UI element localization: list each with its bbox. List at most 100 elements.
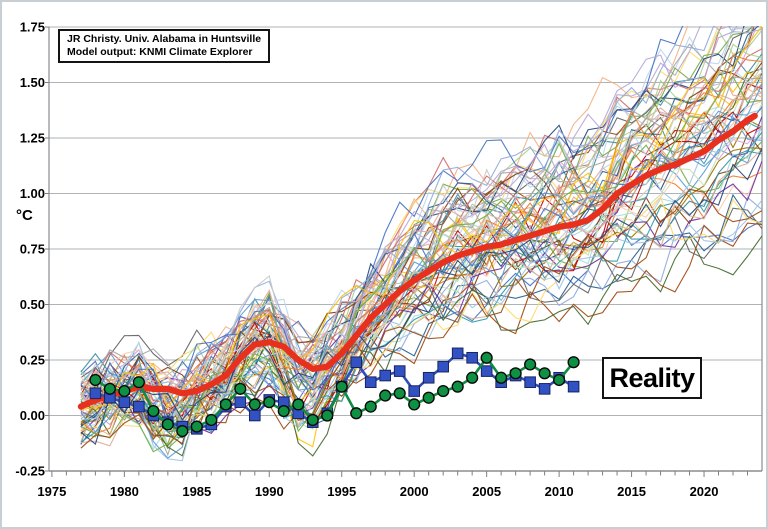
balloon-data-point [103, 382, 116, 395]
balloon-data-point [219, 398, 232, 411]
balloon-data-point [466, 371, 479, 384]
model-run-line [80, 54, 762, 435]
balloon-data-point [335, 380, 348, 393]
svg-text:1.75: 1.75 [20, 20, 45, 35]
balloon-data-point [524, 358, 537, 371]
balloon-data-point [437, 384, 450, 398]
balloon-data-point [350, 407, 363, 420]
x-axis-labels: 1975 1980 1985 1990 1995 2000 2005 2010 2015 2020 [37, 484, 718, 499]
balloon-data-point [321, 409, 334, 422]
svg-text:-0.25: -0.25 [15, 464, 45, 479]
satellite-data-point [524, 376, 536, 388]
satellite-data-point [350, 356, 363, 369]
balloon-data-point [147, 404, 160, 418]
svg-text:0.00: 0.00 [20, 408, 45, 423]
svg-text:2005: 2005 [472, 484, 501, 499]
balloon-data-point [161, 418, 174, 431]
balloon-data-point [509, 367, 522, 380]
balloon-data-point [277, 404, 290, 418]
reality-label: Reality [609, 362, 695, 393]
attribution-line1: JR Christy. Univ. Alabama in Huntsville [67, 33, 262, 45]
balloon-data-point [118, 384, 131, 398]
svg-text:1.00: 1.00 [20, 186, 45, 201]
svg-text:1990: 1990 [255, 484, 284, 499]
model-average-line [77, 112, 758, 410]
satellite-data-point [538, 383, 551, 395]
model-run-line [80, 26, 723, 404]
balloon-data-point [306, 413, 319, 427]
balloon-data-point [567, 356, 580, 369]
satellite-data-point [133, 400, 145, 413]
balloon-data-point [248, 398, 261, 411]
svg-text:1.50: 1.50 [20, 75, 45, 90]
balloon-data-point [408, 398, 421, 411]
svg-text:1985: 1985 [182, 484, 211, 499]
satellite-data-point [379, 369, 392, 382]
balloon-data-point [132, 376, 145, 389]
satellite-data-point [364, 376, 377, 388]
svg-text:1.25: 1.25 [20, 131, 45, 146]
svg-text:2010: 2010 [545, 484, 574, 499]
model-run-line [80, 26, 762, 411]
svg-text:2000: 2000 [400, 484, 429, 499]
model-run-line [80, 29, 762, 398]
satellite-data-point [422, 371, 435, 384]
model-run-line [80, 148, 762, 434]
svg-text:2020: 2020 [690, 484, 719, 499]
balloon-data-point [379, 389, 392, 402]
svg-text:0.50: 0.50 [20, 297, 45, 312]
balloon-data-point [190, 420, 203, 433]
balloon-data-point [205, 413, 218, 427]
svg-text:1995: 1995 [327, 484, 356, 499]
model-run-line [80, 75, 762, 453]
satellite-data-point [393, 365, 406, 377]
balloon-data-point [451, 380, 464, 393]
balloon-data-point [234, 382, 247, 395]
satellite-data-point [466, 351, 478, 364]
balloon-data-point [89, 373, 102, 387]
svg-text:1975: 1975 [37, 484, 66, 499]
balloon-observations [89, 351, 580, 438]
model-run-line [80, 199, 762, 462]
model-run-line [80, 193, 762, 445]
model-run-line [80, 28, 762, 421]
y-axis-ticks [45, 26, 49, 472]
svg-text:0.75: 0.75 [20, 242, 45, 257]
model-run-line [80, 235, 762, 457]
balloon-data-point [263, 396, 276, 409]
x-axis-ticks [51, 471, 749, 477]
satellite-data-point [437, 360, 449, 373]
satellite-data-point [408, 385, 420, 397]
balloon-data-point [176, 424, 189, 438]
model-run-line [80, 148, 762, 445]
balloon-data-point [393, 387, 406, 400]
model-run-line [80, 188, 762, 449]
satellite-data-point [118, 396, 131, 408]
svg-text:2015: 2015 [617, 484, 646, 499]
balloon-data-point [495, 371, 508, 384]
satellite-data-point [234, 396, 247, 408]
reality-label-box: Reality [602, 357, 702, 399]
model-run-line [80, 103, 762, 432]
svg-text:1980: 1980 [110, 484, 139, 499]
balloon-data-point [480, 351, 493, 364]
attribution-box: JR Christy. Univ. Alabama in Huntsville … [58, 29, 271, 63]
model-run-line [80, 26, 738, 399]
balloon-data-point [538, 367, 551, 380]
balloon-data-point [422, 391, 435, 404]
balloon-data-point [292, 398, 305, 411]
balloon-data-point [553, 373, 566, 387]
satellite-data-point [567, 380, 580, 393]
satellite-data-point [480, 365, 493, 377]
y-axis-labels: 1.75 1.50 1.25 1.00 0.75 0.50 0.25 0.00 -0.25 [15, 20, 45, 479]
model-run-line [80, 75, 762, 451]
satellite-data-point [89, 387, 102, 400]
attribution-line2: Model output: KNMI Climate Explorer [67, 45, 253, 58]
y-axis-unit-label: °C [16, 207, 33, 224]
balloon-data-point [364, 400, 377, 413]
svg-text:0.25: 0.25 [20, 353, 45, 368]
satellite-data-point [248, 409, 261, 422]
satellite-data-point [451, 347, 464, 360]
